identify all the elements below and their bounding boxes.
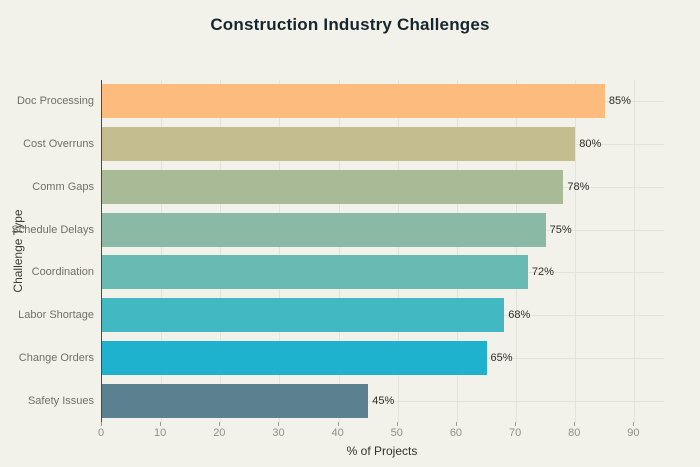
bar-row: 45% xyxy=(102,383,664,418)
bar-schedule-delays xyxy=(102,212,546,247)
bar-cost-overruns xyxy=(102,127,576,162)
bar-value-label: 72% xyxy=(531,266,554,279)
vertical-gridline xyxy=(397,80,399,422)
category-label: Cost Overruns xyxy=(23,138,94,151)
bar-labor-shortage xyxy=(102,298,505,333)
x-tick-label: 60 xyxy=(449,427,463,439)
x-tick-mark xyxy=(101,422,102,426)
x-tick-mark xyxy=(278,422,280,426)
bar-row: 72% xyxy=(102,255,664,290)
x-tick-mark xyxy=(219,422,221,426)
x-tick-label: 90 xyxy=(627,427,640,439)
bar-change-orders xyxy=(102,340,487,375)
category-label: Safety Issues xyxy=(27,394,94,407)
x-tick-mark xyxy=(160,422,162,426)
bar-value-label: 45% xyxy=(372,394,395,407)
bar-comm-gaps xyxy=(102,169,564,204)
x-tick-label: 10 xyxy=(154,427,167,439)
x-tick-mark xyxy=(633,422,635,426)
bar-row: 78% xyxy=(102,169,664,204)
bar-row: 68% xyxy=(102,298,664,333)
chart-title: Construction Industry Challenges xyxy=(210,15,490,34)
x-tick-label: 50 xyxy=(390,427,403,439)
x-tick-label: 70 xyxy=(508,427,522,439)
category-label: Change Orders xyxy=(18,351,94,364)
category-label: Coordination xyxy=(31,266,94,279)
bar-value-label: 65% xyxy=(490,351,513,364)
bar-doc-processing xyxy=(102,84,605,119)
vertical-gridline xyxy=(338,80,340,422)
bar-row: 65% xyxy=(102,340,664,375)
x-tick-mark xyxy=(455,422,457,426)
bar-value-label: 85% xyxy=(608,95,631,108)
bar-value-label: 75% xyxy=(549,223,572,236)
vertical-gridline xyxy=(516,80,518,422)
bar-row: 75% xyxy=(102,212,664,247)
vertical-gridline xyxy=(220,80,222,422)
x-tick-label: 0 xyxy=(97,427,105,439)
bar-value-label: 78% xyxy=(567,180,590,193)
x-axis-ticks: 0 10 20 30 40 50 60 70 80 90 xyxy=(97,422,663,442)
category-label: Labor Shortage xyxy=(18,309,94,322)
x-tick-label: 80 xyxy=(568,427,581,439)
category-label: Schedule Delays xyxy=(11,223,94,236)
bar-value-label: 68% xyxy=(508,309,531,322)
x-tick-mark xyxy=(337,422,339,426)
vertical-gridline xyxy=(279,80,281,422)
plot-area: 85% 80% 78% 75% 72% 68% 65% 45% xyxy=(101,80,664,422)
vertical-gridline xyxy=(456,80,458,422)
x-tick-label: 40 xyxy=(331,427,344,439)
bar-row: 85% xyxy=(102,84,664,119)
category-label: Doc Processing xyxy=(16,95,94,108)
y-axis-category-labels: Doc Processing Cost Overruns Comm Gaps Sche… xyxy=(0,80,94,422)
x-tick-mark xyxy=(396,422,398,426)
x-tick-label: 20 xyxy=(213,427,226,439)
bar-coordination xyxy=(102,255,528,290)
x-tick-mark xyxy=(515,422,517,426)
vertical-gridline xyxy=(634,80,636,422)
bar-row: 80% xyxy=(102,127,664,162)
vertical-gridline xyxy=(575,80,577,422)
bar-value-label: 80% xyxy=(579,138,602,151)
category-label: Comm Gaps xyxy=(32,180,94,193)
x-axis-title: % of Projects xyxy=(346,444,418,458)
horizontal-gridline xyxy=(102,400,664,402)
bar-safety-issues xyxy=(102,383,369,418)
x-tick-mark xyxy=(574,422,576,426)
x-tick-label: 30 xyxy=(272,427,285,439)
vertical-gridline xyxy=(161,80,163,422)
